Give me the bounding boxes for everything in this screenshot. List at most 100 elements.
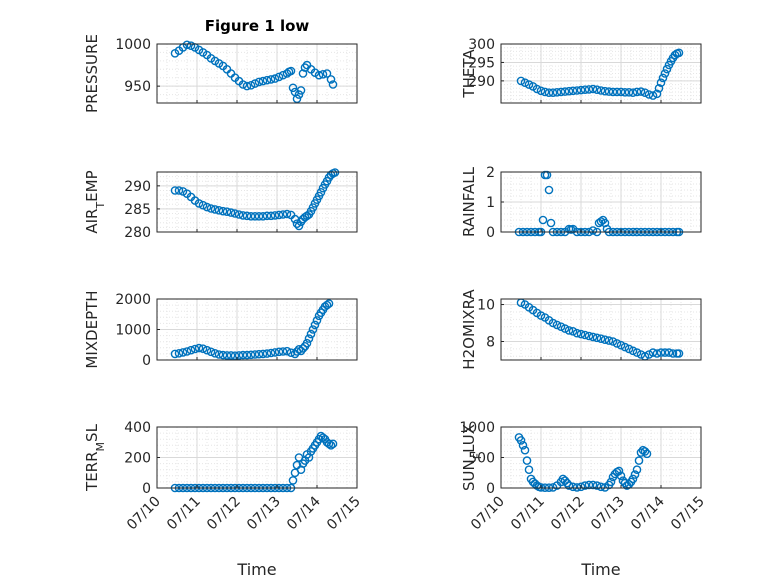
data-point (262, 211, 272, 221)
data-point (226, 351, 236, 360)
data-point (198, 200, 208, 210)
data-point (640, 447, 650, 456)
data-point (238, 211, 248, 220)
data-point (552, 320, 562, 330)
data-point (560, 87, 570, 96)
data-point (242, 350, 252, 360)
data-point (616, 87, 626, 97)
data-point (282, 209, 292, 219)
data-point (536, 311, 546, 320)
data-point (628, 88, 638, 97)
y-tick-label: 290 (124, 179, 151, 195)
data-point (596, 334, 606, 344)
data-point (544, 88, 554, 97)
data-point (536, 86, 546, 96)
data-point (580, 330, 590, 340)
data-point (616, 471, 626, 481)
data-point (604, 336, 614, 345)
data-point (556, 322, 566, 332)
y-tick-label: 1000 (115, 323, 151, 339)
data-point (266, 211, 276, 221)
data-point (292, 219, 302, 228)
y-tick-label: 295 (468, 55, 495, 71)
y-axis-label: RAINFALL (460, 166, 478, 237)
data-point (222, 351, 232, 360)
axes-frame (500, 298, 702, 361)
data-point (576, 482, 586, 492)
data-point (564, 86, 574, 96)
x-tick-label: 07/14 (628, 493, 668, 533)
data-point (174, 186, 184, 195)
y-axis-label: TERRMSL (83, 423, 107, 492)
data-point (520, 445, 530, 455)
data-point (288, 83, 298, 93)
data-point (182, 347, 192, 356)
data-point (636, 448, 646, 457)
data-point (612, 339, 622, 348)
data-point (170, 349, 180, 359)
data-point (674, 349, 684, 358)
data-point (612, 87, 622, 97)
data-point (308, 325, 318, 334)
x-tick-label: 07/15 (668, 494, 708, 534)
data-point (322, 300, 332, 310)
data-point (584, 85, 594, 94)
x-tick-label: 07/10 (468, 494, 508, 534)
data-point (632, 465, 642, 475)
data-point (234, 210, 244, 219)
data-point (270, 74, 280, 83)
data-point (298, 69, 308, 78)
data-point (524, 80, 534, 89)
data-point (520, 78, 530, 87)
data-point (202, 202, 212, 212)
data-point (568, 482, 578, 492)
data-point (304, 334, 314, 343)
data-point (644, 90, 654, 99)
data-point (630, 470, 640, 479)
data-point (258, 76, 268, 86)
data-point (210, 348, 220, 358)
y-axis-label: SUNFLUX (460, 424, 484, 491)
y-tick-label: 0 (486, 225, 495, 241)
data-point (210, 205, 220, 214)
panel-sun-flux: 0 500 1000 07/10 07/11 07/12 07/13 07/14 07/15 SU… (459, 420, 707, 533)
data-point (258, 349, 268, 359)
data-point (560, 324, 570, 333)
data-point (588, 226, 598, 235)
x-tick-label: 07/13 (588, 494, 628, 534)
y-tick-label: 2000 (115, 292, 151, 308)
data-point (568, 326, 578, 336)
figure-title: Figure 1 low (205, 17, 310, 35)
data-point (300, 63, 310, 72)
data-point (536, 483, 546, 492)
data-point (652, 349, 662, 358)
data-point (628, 474, 638, 484)
data-point (522, 456, 532, 465)
data-point (592, 481, 602, 490)
data-point (606, 477, 616, 487)
panel-rainfall: 0 1 2 RAINFALL (460, 165, 702, 241)
y-tick-label: 500 (468, 451, 495, 467)
y-tick-label: 1 (486, 195, 495, 211)
data-point (230, 351, 240, 361)
data-point (278, 347, 288, 356)
axes-frame (500, 43, 702, 104)
data-point (254, 349, 264, 359)
data-point (294, 90, 304, 99)
x-tick-label: 07/11 (164, 494, 204, 534)
panel-pressure: 950 1000 PRESSURE (83, 34, 358, 113)
data-point (576, 329, 586, 339)
data-point (524, 465, 534, 475)
data-point (596, 482, 606, 492)
data-point (194, 343, 204, 353)
data-point (642, 449, 652, 459)
data-point (562, 478, 572, 488)
data-point (636, 87, 646, 96)
data-point (588, 332, 598, 342)
panel-mixdepth: 0 1000 2000 MIXDEPTH (83, 290, 358, 369)
data-point (324, 439, 334, 449)
data-point (246, 211, 256, 221)
y-tick-label: 2 (486, 165, 495, 181)
data-point (190, 344, 200, 354)
data-point (328, 80, 338, 89)
